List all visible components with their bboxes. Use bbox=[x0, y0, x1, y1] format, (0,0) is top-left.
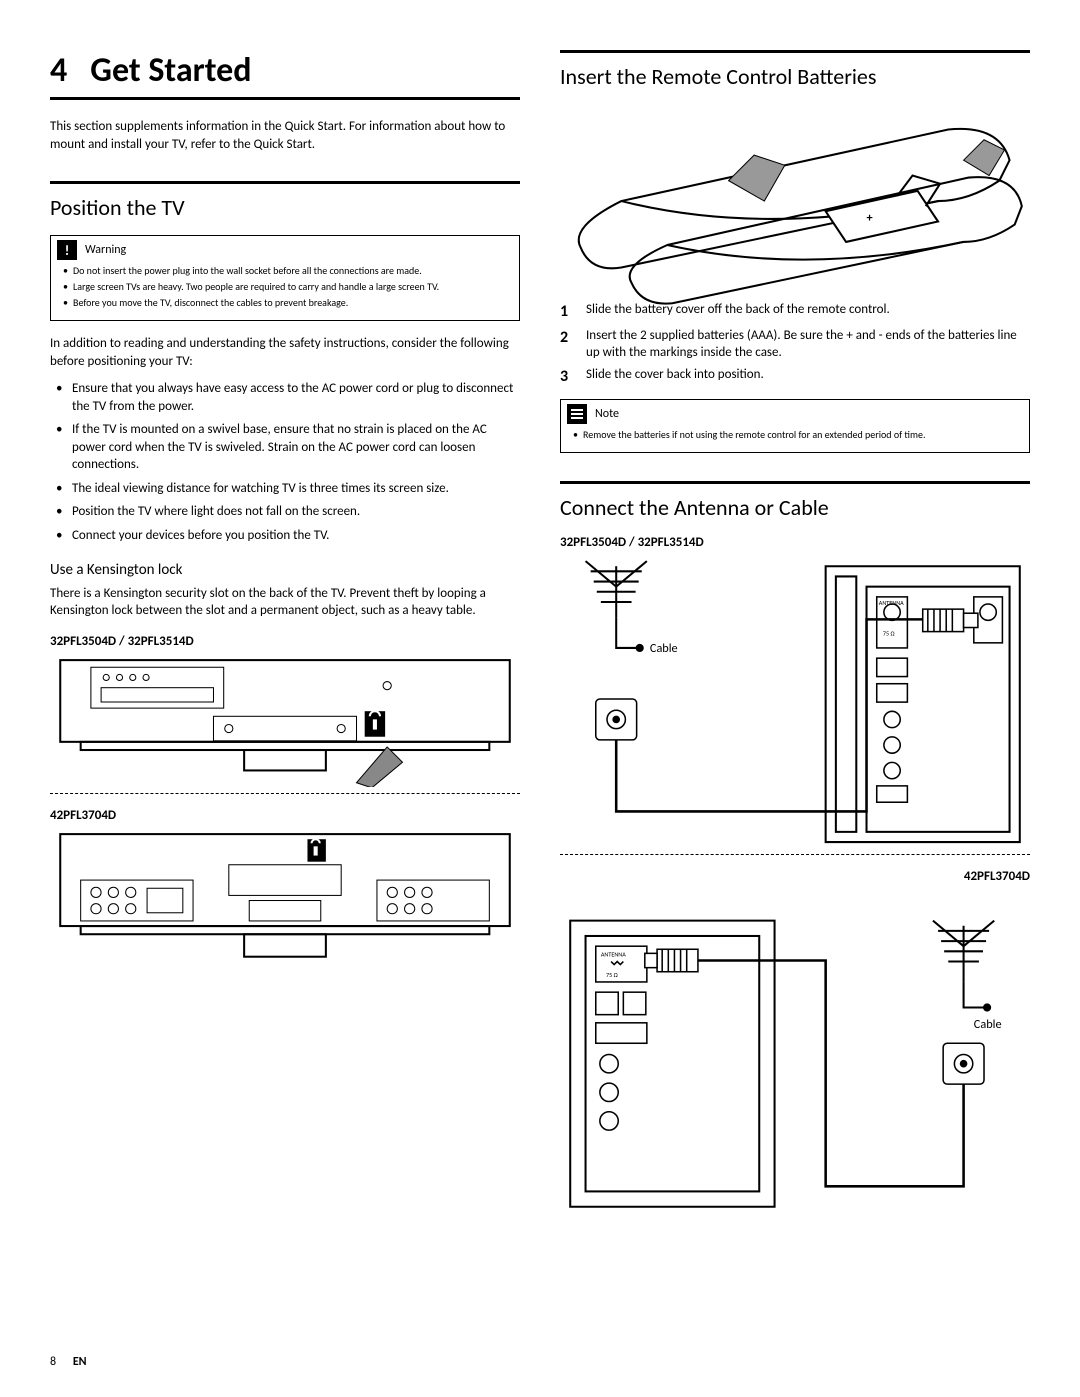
antenna-model-b: 42PFL3704D bbox=[560, 869, 1030, 884]
page-lang: EN bbox=[73, 1355, 87, 1369]
warning-icon: ! bbox=[57, 240, 77, 260]
divider bbox=[560, 854, 1030, 855]
cable-label: Cable bbox=[974, 1017, 1002, 1032]
svg-text:+: + bbox=[867, 210, 873, 225]
kensington-figure-b bbox=[50, 829, 520, 959]
note-item: Remove the batteries if not using the re… bbox=[583, 428, 1019, 441]
step-item: 3Slide the cover back into position. bbox=[560, 366, 1030, 388]
svg-text:75 Ω: 75 Ω bbox=[883, 630, 895, 638]
remote-heading: Insert the Remote Control Batteries bbox=[560, 50, 1030, 90]
warning-item: Do not insert the power plug into the wa… bbox=[73, 264, 509, 277]
bullet-item: Position the TV where light does not fal… bbox=[72, 503, 520, 521]
chapter-title: Get Started bbox=[90, 50, 251, 91]
warning-list: Do not insert the power plug into the wa… bbox=[51, 260, 519, 320]
kensington-figure-a bbox=[50, 655, 520, 775]
note-icon bbox=[567, 404, 587, 424]
step-item: 2Insert the 2 supplied batteries (AAA). … bbox=[560, 327, 1030, 362]
warning-item: Before you move the TV, disconnect the c… bbox=[73, 296, 509, 309]
bullet-item: The ideal viewing distance for watching … bbox=[72, 480, 520, 498]
intro-text: This section supplements information in … bbox=[50, 118, 520, 153]
svg-text:ANTENNA: ANTENNA bbox=[879, 599, 904, 607]
kensington-heading: Use a Kensington lock bbox=[50, 561, 520, 579]
model-label-b: 42PFL3704D bbox=[50, 808, 520, 823]
chapter-number: 4 bbox=[50, 50, 67, 91]
model-label-a: 32PFL3504D / 32PFL3514D bbox=[50, 634, 520, 649]
antenna-heading: Connect the Antenna or Cable bbox=[560, 481, 1030, 521]
antenna-figure-b: ANTENNA 75 Ω bbox=[560, 890, 1030, 1200]
cable-label: Cable bbox=[650, 641, 678, 656]
bullet-item: Ensure that you always have easy access … bbox=[72, 380, 520, 415]
bullet-item: Connect your devices before you position… bbox=[72, 527, 520, 545]
kensington-text: There is a Kensington security slot on t… bbox=[50, 585, 520, 620]
position-heading: Position the TV bbox=[50, 181, 520, 221]
warning-item: Large screen TVs are heavy. Two people a… bbox=[73, 280, 509, 293]
antenna-model-a: 32PFL3504D / 32PFL3514D bbox=[560, 535, 1030, 550]
chapter-heading: 4 Get Started bbox=[50, 50, 520, 100]
left-column: 4 Get Started This section supplements i… bbox=[50, 50, 520, 1212]
right-column: Insert the Remote Control Batteries + bbox=[560, 50, 1030, 1212]
note-label: Note bbox=[595, 407, 619, 421]
svg-text:ANTENNA: ANTENNA bbox=[601, 951, 626, 959]
position-bullets: Ensure that you always have easy access … bbox=[50, 380, 520, 544]
position-lead: In addition to reading and understanding… bbox=[50, 335, 520, 370]
remote-steps: 1Slide the battery cover off the back of… bbox=[560, 301, 1030, 387]
note-callout: Note Remove the batteries if not using t… bbox=[560, 399, 1030, 453]
warning-callout: ! Warning Do not insert the power plug i… bbox=[50, 235, 520, 321]
warning-label: Warning bbox=[85, 243, 126, 257]
page-footer: 8 EN bbox=[50, 1355, 87, 1369]
step-item: 1Slide the battery cover off the back of… bbox=[560, 301, 1030, 323]
antenna-figure-a: ANTENNA 75 Ω bbox=[560, 556, 1030, 836]
bullet-item: If the TV is mounted on a swivel base, e… bbox=[72, 421, 520, 474]
note-list: Remove the batteries if not using the re… bbox=[561, 424, 1029, 452]
divider bbox=[50, 793, 520, 794]
svg-text:75 Ω: 75 Ω bbox=[606, 971, 618, 979]
page-number: 8 bbox=[50, 1355, 56, 1369]
remote-figure: + bbox=[560, 104, 1030, 289]
